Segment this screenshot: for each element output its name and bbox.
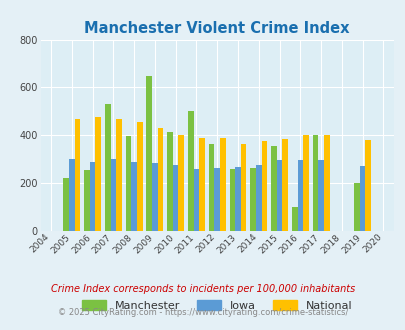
Bar [69, 159, 75, 231]
Bar [276, 160, 281, 231]
Bar [250, 168, 255, 231]
Bar [229, 169, 234, 231]
Text: © 2025 CityRating.com - https://www.cityrating.com/crime-statistics/: © 2025 CityRating.com - https://www.city… [58, 308, 347, 317]
Bar [281, 139, 287, 231]
Bar [173, 165, 178, 231]
Bar [312, 135, 318, 231]
Bar [214, 168, 220, 231]
Bar [323, 135, 329, 231]
Bar [240, 144, 246, 231]
Bar [193, 169, 199, 231]
Bar [157, 128, 163, 231]
Bar [255, 165, 261, 231]
Bar [303, 135, 308, 231]
Bar [178, 135, 183, 231]
Bar [354, 183, 359, 231]
Bar [131, 162, 136, 231]
Bar [291, 207, 297, 231]
Bar [84, 170, 90, 231]
Bar [234, 167, 240, 231]
Bar [104, 104, 110, 231]
Bar [146, 76, 152, 231]
Bar [110, 159, 116, 231]
Bar [359, 166, 364, 231]
Bar [167, 132, 173, 231]
Bar [152, 163, 157, 231]
Bar [261, 141, 266, 231]
Bar [63, 178, 69, 231]
Bar [95, 116, 101, 231]
Bar [90, 162, 95, 231]
Bar [297, 160, 303, 231]
Bar [75, 118, 80, 231]
Bar [126, 137, 131, 231]
Bar [188, 111, 193, 231]
Bar [318, 160, 323, 231]
Bar [271, 146, 276, 231]
Legend: Manchester, Iowa, National: Manchester, Iowa, National [76, 294, 358, 316]
Bar [199, 138, 205, 231]
Text: Crime Index corresponds to incidents per 100,000 inhabitants: Crime Index corresponds to incidents per… [51, 284, 354, 294]
Bar [116, 118, 121, 231]
Title: Manchester Violent Crime Index: Manchester Violent Crime Index [84, 21, 349, 36]
Bar [208, 144, 214, 231]
Bar [136, 122, 142, 231]
Bar [220, 138, 225, 231]
Bar [364, 140, 370, 231]
